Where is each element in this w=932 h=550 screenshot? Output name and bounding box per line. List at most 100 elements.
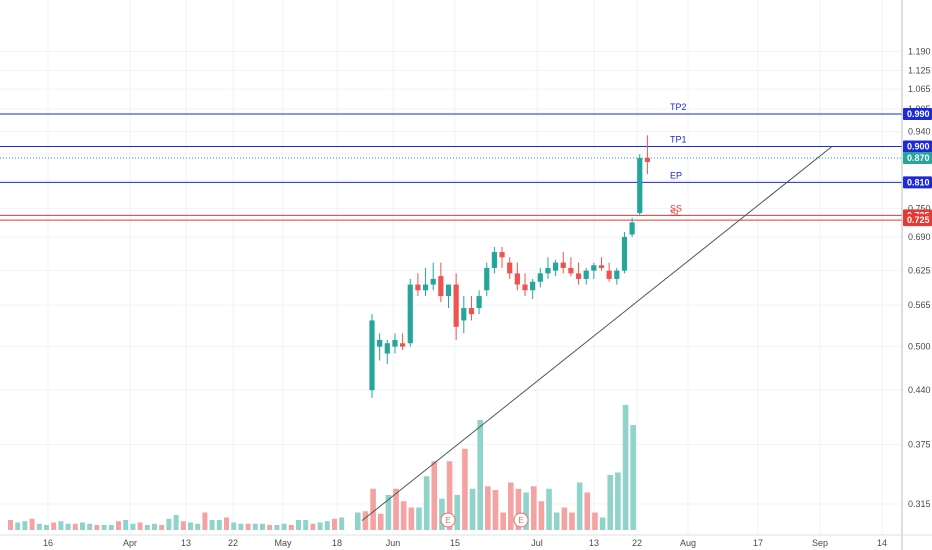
volume-bar	[166, 518, 172, 530]
volume-bar	[370, 488, 376, 530]
volume-bar	[72, 523, 78, 530]
candle-body[interactable]	[415, 284, 421, 291]
volume-bar	[508, 482, 514, 530]
candle-body[interactable]	[583, 270, 589, 279]
candle-body[interactable]	[491, 252, 497, 268]
candle-body[interactable]	[453, 284, 459, 327]
volume-bar	[296, 520, 301, 530]
candle-body[interactable]	[484, 267, 490, 291]
volume-bar	[216, 520, 222, 530]
volume-bar	[446, 461, 453, 530]
level-price-tag	[903, 152, 932, 165]
volume-bar	[431, 461, 438, 530]
volume-bar	[137, 522, 143, 530]
candle-body[interactable]	[621, 236, 628, 271]
candle-body[interactable]	[591, 265, 597, 271]
volume-bar	[400, 501, 407, 530]
candle-body[interactable]	[545, 267, 551, 274]
volume-bar	[630, 425, 636, 530]
candle-body[interactable]	[438, 276, 444, 297]
volume-bar	[245, 523, 251, 530]
level-price-label: 0.900	[907, 141, 930, 151]
volume-bar	[260, 523, 265, 530]
y-tick-label: 0.625	[908, 266, 931, 276]
volume-bar	[87, 523, 93, 530]
candle-body[interactable]	[598, 265, 605, 268]
volume-bar	[393, 488, 399, 530]
volume-bar	[599, 517, 606, 530]
earnings-marker[interactable]	[513, 512, 529, 528]
volume-bar	[538, 501, 545, 530]
candle-body[interactable]	[522, 284, 528, 291]
volume-bar	[485, 486, 491, 530]
volume-bar	[377, 513, 384, 530]
volume-bar	[454, 495, 461, 530]
candle-body[interactable]	[507, 262, 513, 274]
candle-body[interactable]	[553, 262, 559, 271]
candle-body[interactable]	[422, 284, 429, 291]
volume-bar	[324, 521, 330, 530]
volume-bar	[416, 507, 422, 530]
x-tick-label: Apr	[123, 538, 137, 548]
volume-bar	[152, 523, 157, 530]
candle-body[interactable]	[392, 339, 398, 347]
volume-bar	[310, 523, 316, 530]
candle-body[interactable]	[476, 296, 482, 309]
x-tick-label: 18	[332, 538, 342, 548]
volume-bar	[546, 488, 552, 530]
volume-bar	[423, 476, 430, 530]
candle-body[interactable]	[468, 308, 475, 315]
volume-bar	[408, 507, 415, 530]
earnings-marker[interactable]	[440, 512, 456, 528]
candle-body[interactable]	[407, 284, 413, 344]
candle-body[interactable]	[377, 339, 383, 347]
candle-body[interactable]	[606, 270, 612, 279]
candle-body[interactable]	[514, 273, 520, 285]
volume-bar	[477, 420, 483, 530]
candle-body[interactable]	[629, 222, 635, 235]
candle-body[interactable]	[644, 158, 650, 162]
volume-bar	[108, 525, 114, 530]
candle-body[interactable]	[568, 267, 574, 274]
candle-body[interactable]	[614, 270, 620, 279]
earnings-marker-label: E	[518, 516, 523, 525]
level-price-label: 0.810	[907, 177, 930, 187]
candle-body[interactable]	[430, 278, 436, 285]
y-tick-label: 0.375	[908, 440, 931, 450]
level-label-ep: EP	[670, 170, 682, 180]
volume-bar	[530, 486, 537, 530]
candle-body[interactable]	[637, 158, 643, 214]
volume-bar	[515, 488, 522, 530]
trend-line[interactable]	[361, 146, 833, 522]
volume-bar	[500, 512, 506, 530]
candle-body[interactable]	[560, 262, 566, 268]
level-label-sl: SL	[670, 208, 681, 218]
x-tick-label: 22	[632, 538, 642, 548]
candle-body[interactable]	[537, 273, 543, 282]
volume-bar	[188, 522, 193, 530]
volume-bar	[288, 525, 294, 530]
candle-body[interactable]	[384, 343, 390, 354]
volume-bar	[281, 523, 287, 530]
volume-bar	[159, 525, 165, 530]
volume-bar	[180, 521, 186, 530]
candle-body[interactable]	[445, 284, 452, 297]
volume-bar	[385, 495, 392, 530]
y-tick-label: 1.065	[908, 84, 931, 94]
candle-body[interactable]	[575, 273, 582, 279]
candle-body[interactable]	[369, 320, 375, 391]
x-tick-label: Aug	[680, 538, 696, 548]
volume-bar	[339, 517, 345, 530]
candle-body[interactable]	[499, 252, 505, 258]
volume-bar	[274, 525, 280, 530]
candle-body[interactable]	[400, 343, 406, 347]
candle-body[interactable]	[530, 281, 536, 291]
candle-body[interactable]	[461, 308, 467, 321]
y-tick-label: 0.315	[908, 499, 931, 509]
x-tick-label: Jun	[386, 538, 401, 548]
volume-bar	[252, 523, 258, 530]
volume-bar	[195, 523, 201, 530]
level-price-label: 0.725	[907, 215, 930, 225]
